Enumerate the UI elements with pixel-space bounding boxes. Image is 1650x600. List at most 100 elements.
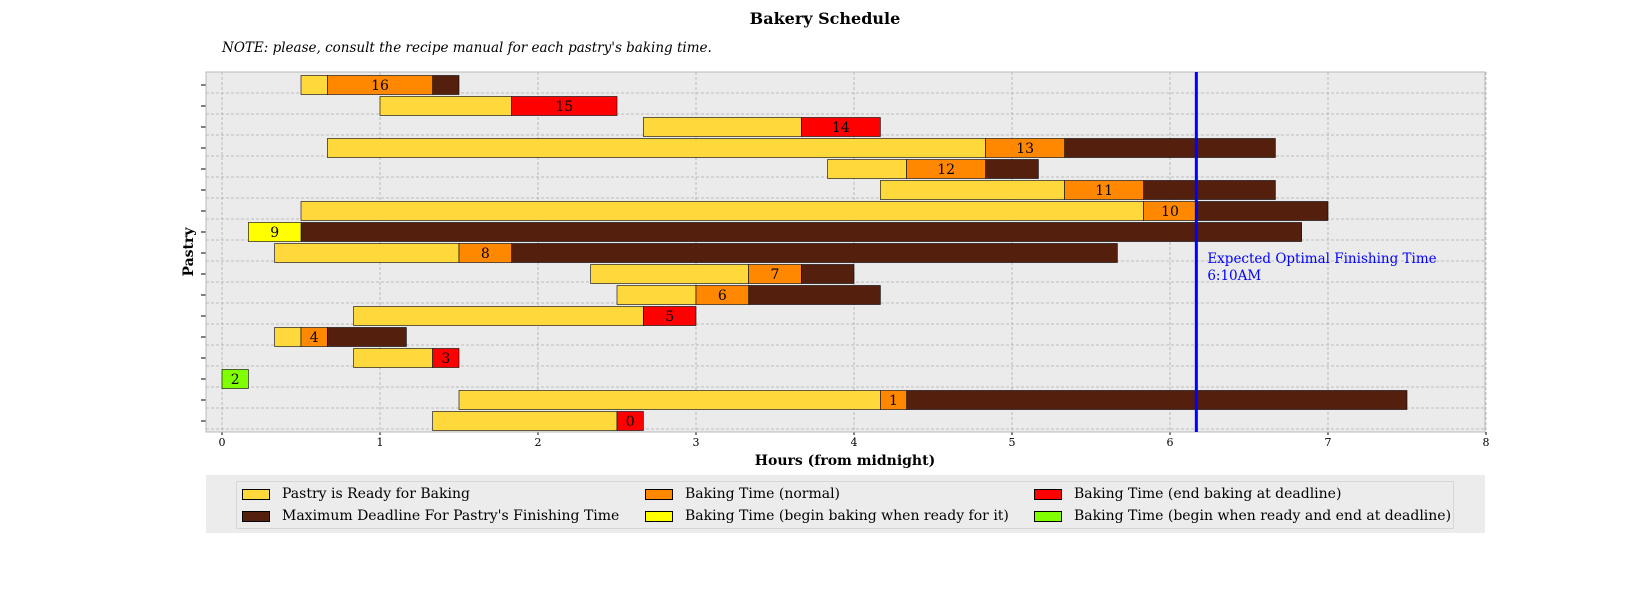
pastry-label: 12 (937, 162, 955, 178)
legend-swatch-deadline (242, 510, 270, 522)
legend-swatch-ready (242, 488, 270, 500)
ready-bar (274, 243, 460, 263)
pastry-row-15: 15 (379, 96, 618, 116)
x-tick-label: 6 (1167, 436, 1174, 449)
chart-title: Bakery Schedule (749, 9, 901, 28)
baking-bar (511, 96, 618, 116)
legend-item-both: Baking Time (begin when ready and end at… (1034, 508, 1451, 524)
pastry-label: 15 (555, 99, 573, 115)
baking-bar (906, 159, 986, 179)
baking-bar (695, 285, 749, 305)
ready-bar (300, 75, 328, 95)
legend-frame (236, 481, 1454, 529)
baking-bar (458, 243, 512, 263)
pastry-label: 3 (441, 351, 450, 367)
ready-bar (880, 180, 1065, 200)
pastry-label: 7 (771, 267, 780, 283)
baking-bar (1064, 180, 1144, 200)
pastry-row-16: 16 (300, 75, 460, 95)
pastry-label: 8 (481, 246, 490, 262)
pastry-row-4: 4 (274, 327, 407, 347)
ready-bar (432, 411, 618, 431)
baking-bar (300, 327, 328, 347)
pastry-label: 16 (371, 78, 389, 94)
legend-swatch-end-deadline (1034, 488, 1062, 500)
legend-label: Baking Time (begin baking when ready for… (685, 508, 1009, 524)
deadline-bar (1064, 138, 1276, 158)
deadline-bar (1143, 180, 1276, 200)
x-axis-label: Hours (from midnight) (755, 453, 935, 469)
legend-background (206, 475, 1485, 533)
pastry-label: 10 (1161, 204, 1179, 220)
baking-bar (748, 264, 802, 284)
chart-note: NOTE: please, consult the recipe manual … (222, 40, 712, 56)
pastry-row-2: 2 (221, 369, 249, 389)
ready-bar (300, 201, 1144, 221)
x-tick-label: 7 (1325, 436, 1332, 449)
ready-bar (643, 117, 802, 137)
legend-item-end-deadline: Baking Time (end baking at deadline) (1034, 486, 1341, 502)
pastry-label: 0 (626, 414, 635, 430)
legend-label: Baking Time (begin when ready and end at… (1074, 508, 1452, 524)
pastry-row-10: 10 (300, 201, 1329, 221)
legend-label: Pastry is Ready for Baking (282, 486, 470, 502)
legend-item-normal: Baking Time (normal) (645, 486, 840, 502)
deadline-bar (300, 222, 1302, 242)
x-tick-label: 5 (1009, 436, 1016, 449)
ready-bar (827, 159, 907, 179)
plot-frame (205, 71, 1486, 433)
pastry-label: 13 (1016, 141, 1034, 157)
ready-bar (458, 390, 881, 410)
ready-bar (616, 285, 697, 305)
legend-swatch-both (1034, 510, 1062, 522)
x-tick-label: 8 (1483, 436, 1490, 449)
legend-label: Baking Time (end baking at deadline) (1074, 486, 1342, 502)
legend-item-begin-ready: Baking Time (begin baking when ready for… (645, 508, 1009, 524)
deadline-bar (511, 243, 1118, 263)
pastry-row-12: 12 (827, 159, 1039, 179)
pastry-row-5: 5 (353, 306, 697, 326)
ready-bar (353, 348, 433, 368)
pastry-row-7: 7 (590, 264, 855, 284)
deadline-bar (327, 327, 407, 347)
pastry-row-3: 3 (353, 348, 460, 368)
baking-bar (880, 390, 907, 410)
pastry-label: 2 (231, 372, 240, 388)
legend-label: Maximum Deadline For Pastry's Finishing … (282, 508, 620, 524)
y-axis-label: Pastry (181, 227, 197, 277)
optimal-finish-time: 6:10AM (1207, 268, 1261, 284)
x-tick-label: 0 (219, 436, 226, 449)
baking-bar (801, 117, 881, 137)
deadline-bar (432, 75, 460, 95)
pastry-row-9: 9 (248, 222, 1302, 242)
baking-bar (985, 138, 1065, 158)
baking-bar (327, 75, 433, 95)
pastry-label: 9 (270, 225, 279, 241)
deadline-bar (1196, 201, 1329, 221)
deadline-bar (748, 285, 881, 305)
pastry-row-8: 8 (274, 243, 1118, 263)
ready-bar (327, 138, 986, 158)
ready-bar (590, 264, 749, 284)
x-tick-label: 2 (535, 436, 542, 449)
deadline-bar (985, 159, 1039, 179)
pastry-label: 4 (310, 330, 319, 346)
x-tick-label: 1 (377, 436, 384, 449)
pastry-row-13: 13 (327, 138, 1276, 158)
legend-swatch-normal (645, 488, 673, 500)
pastry-row-6: 6 (616, 285, 881, 305)
pastry-row-11: 11 (880, 180, 1276, 200)
pastry-row-0: 0 (432, 411, 644, 431)
ready-bar (353, 306, 644, 326)
baking-bar (432, 348, 460, 368)
pastry-label: 5 (665, 309, 674, 325)
baking-bar (248, 222, 302, 242)
optimal-finish-label: Expected Optimal Finishing Time (1207, 251, 1436, 267)
legend-item-deadline: Maximum Deadline For Pastry's Finishing … (242, 508, 619, 524)
deadline-bar (906, 390, 1408, 410)
pastry-row-1: 1 (458, 390, 1408, 410)
x-tick-label: 4 (851, 436, 858, 449)
x-tick-label: 3 (693, 436, 700, 449)
